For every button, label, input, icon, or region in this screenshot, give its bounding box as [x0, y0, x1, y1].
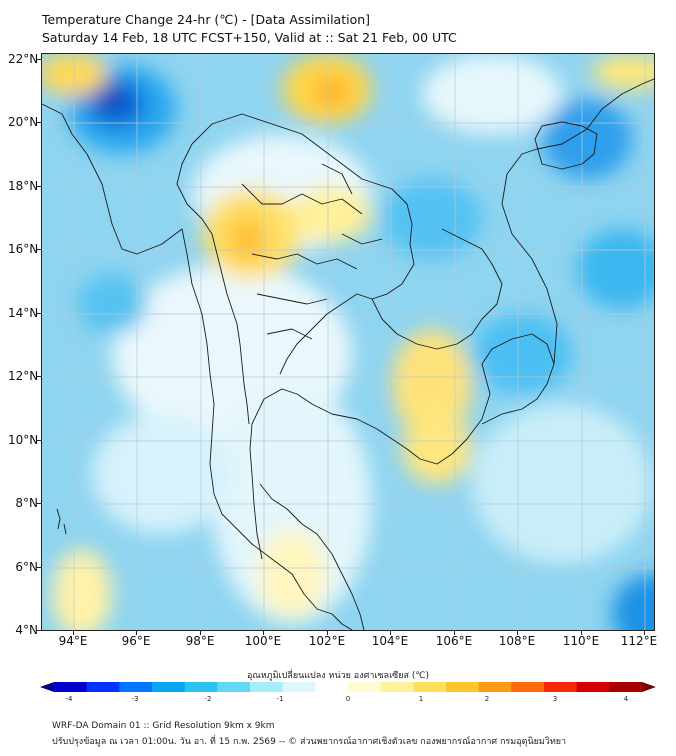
- lon-tick-mark: [73, 631, 74, 635]
- lon-tick-mark: [581, 631, 582, 635]
- thailand-border: [191, 113, 415, 375]
- map-subtitle: Saturday 14 Feb, 18 UTC FCST+150, Valid …: [42, 30, 457, 45]
- colorbar-label: อุณหภูมิเปลี่ยนแปลง หน่วย องศาเซลเซียส (…: [246, 671, 430, 681]
- colorbar-tick: 2: [484, 695, 490, 703]
- lon-tick-mark: [263, 631, 264, 635]
- colorbar-segment: [446, 682, 480, 692]
- colorbar-tick: 0: [345, 695, 351, 703]
- colorbar-segment: [478, 682, 512, 692]
- lat-tick-mark: [36, 186, 41, 187]
- mainland-coastline: [42, 103, 353, 630]
- laos-cambodia-border: [371, 228, 503, 350]
- colorbar-segment: [54, 682, 88, 692]
- lat-label-4n: 4°N: [15, 623, 38, 637]
- temperature-change-map: [42, 54, 654, 630]
- colorbar-tick: -2: [204, 695, 212, 703]
- colorbar-segment: [184, 682, 218, 692]
- lon-tick-mark: [390, 631, 391, 635]
- colorbar-segment: [315, 682, 349, 692]
- colorbar-segment: [380, 682, 414, 692]
- colorbar-segment: [544, 682, 578, 692]
- colorbar-tick: -1: [276, 695, 284, 703]
- vietnam-coastline: [501, 78, 654, 365]
- colorbar-tick: 3: [552, 695, 558, 703]
- footer-domain-info: WRF-DA Domain 01 :: Grid Resolution 9km …: [52, 721, 275, 731]
- colorbar-segment: [609, 682, 643, 692]
- lon-label-98e: 98°E: [185, 634, 215, 648]
- lon-label-96e: 96°E: [121, 634, 151, 648]
- colorbar-extend-low: [40, 682, 54, 692]
- colorbar-segment: [86, 682, 120, 692]
- lat-lon-grid: [42, 54, 654, 630]
- lon-label-112e: 112°E: [620, 634, 658, 648]
- lat-tick-mark: [36, 122, 41, 123]
- andaman-islands: [56, 508, 67, 535]
- map-panel: [41, 53, 655, 631]
- lat-label-20n: 20°N: [8, 115, 39, 129]
- lon-label-104e: 104°E: [371, 634, 409, 648]
- footer-credit: ปรับปรุงข้อมูล ณ เวลา 01:00น. วัน อา. ที…: [52, 737, 567, 747]
- colorbar-segment: [152, 682, 186, 692]
- hainan-island: [534, 121, 598, 170]
- colorbar-tick: -3: [131, 695, 139, 703]
- lat-tick-mark: [36, 249, 41, 250]
- lat-tick-mark: [36, 440, 41, 441]
- lat-label-16n: 16°N: [8, 242, 39, 256]
- colorbar-tick: 1: [418, 695, 424, 703]
- lat-label-14n: 14°N: [8, 306, 39, 320]
- lat-label-18n: 18°N: [8, 179, 39, 193]
- lon-label-106e: 106°E: [435, 634, 473, 648]
- colorbar-segment: [119, 682, 153, 692]
- lon-label-100e: 100°E: [244, 634, 282, 648]
- lat-label-12n: 12°N: [8, 369, 39, 383]
- colorbar-segment: [576, 682, 610, 692]
- map-title: Temperature Change 24-hr (℃) - [Data Ass…: [42, 12, 371, 27]
- lat-tick-mark: [36, 630, 41, 631]
- colorbar-segment: [217, 682, 251, 692]
- gulf-coastline: [249, 333, 555, 560]
- lon-tick-mark: [454, 631, 455, 635]
- lon-label-108e: 108°E: [498, 634, 536, 648]
- coastlines-borders: [42, 78, 654, 630]
- colorbar-segment: [348, 682, 382, 692]
- colorbar-segments: [40, 682, 656, 692]
- lon-label-102e: 102°E: [308, 634, 346, 648]
- colorbar-tick: -4: [65, 695, 73, 703]
- lat-label-8n: 8°N: [15, 496, 38, 510]
- lon-tick-mark: [136, 631, 137, 635]
- colorbar-segment: [250, 682, 284, 692]
- lon-label-94e: 94°E: [58, 634, 88, 648]
- lat-tick-mark: [36, 567, 41, 568]
- colorbar-tick: 4: [623, 695, 629, 703]
- lon-tick-mark: [517, 631, 518, 635]
- malay-peninsula: [259, 483, 365, 630]
- lat-tick-mark: [36, 503, 41, 504]
- colorbar-segment: [282, 682, 316, 692]
- lat-tick-mark: [36, 313, 41, 314]
- lon-tick-mark: [644, 631, 645, 635]
- colorbar-segment: [413, 682, 447, 692]
- lon-tick-mark: [327, 631, 328, 635]
- lon-tick-mark: [200, 631, 201, 635]
- lat-tick-mark: [36, 59, 41, 60]
- colorbar-extend-high: [642, 682, 656, 692]
- lat-label-10n: 10°N: [8, 433, 39, 447]
- colorbar: [40, 682, 656, 692]
- colorbar-segment: [511, 682, 545, 692]
- lat-tick-mark: [36, 376, 41, 377]
- lat-label-22n: 22°N: [8, 52, 39, 66]
- lon-label-110e: 110°E: [562, 634, 600, 648]
- myanmar-border: [176, 143, 250, 425]
- lat-label-6n: 6°N: [15, 560, 38, 574]
- inner-borders: [241, 163, 383, 340]
